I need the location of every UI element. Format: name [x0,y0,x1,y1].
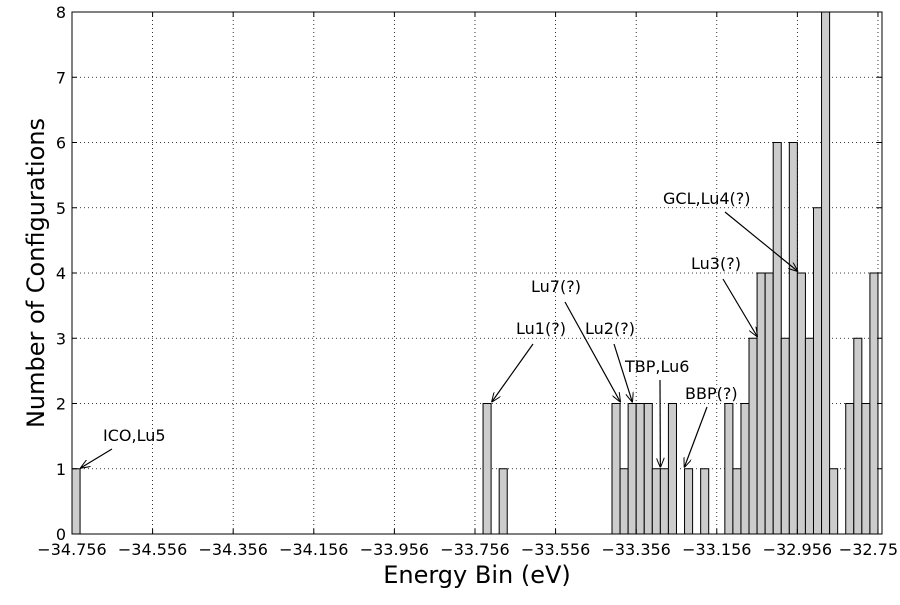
histogram-bar [72,469,80,534]
y-tick-label: 5 [56,199,66,218]
annotation-label: GCL,Lu4(?) [663,189,751,208]
histogram-bar [822,12,830,534]
histogram-bar [789,143,797,535]
histogram-bar [846,404,854,535]
x-tick-label: −32.956 [763,540,832,559]
histogram-bar [733,469,741,534]
histogram-bar [725,404,733,535]
annotation-arrow [492,344,533,402]
y-tick-label: 3 [56,329,66,348]
annotation-label: ICO,Lu5 [103,426,166,445]
y-tick-label: 2 [56,395,66,414]
histogram-bar [644,404,652,535]
y-axis-label: Number of Configurations [22,118,50,428]
histogram-bar [765,273,773,534]
y-tick-label: 1 [56,460,66,479]
annotation-arrow [685,407,707,467]
histogram-bar [870,273,878,534]
histogram-bar [660,469,668,534]
y-tick-label: 4 [56,264,66,283]
x-axis-label: Energy Bin (eV) [383,561,571,589]
y-tick-label: 0 [56,525,66,544]
x-tick-label: −33.556 [521,540,590,559]
histogram-bar [813,208,821,534]
histogram-bar [668,404,676,535]
annotation-arrow [81,449,112,468]
histogram-bar [652,469,660,534]
x-tick-label: −34.556 [118,540,187,559]
histogram-bar [701,469,709,534]
x-tick-label: −33.956 [360,540,429,559]
y-tick-label: 8 [56,3,66,22]
annotation-label: Lu3(?) [691,254,741,273]
annotation-label: Lu1(?) [516,319,566,338]
annotation-arrow [565,302,620,402]
histogram-bar [805,338,813,534]
histogram-bar [854,338,862,534]
y-tick-label: 6 [56,134,66,153]
annotation-label: TBP,Lu6 [624,357,689,376]
x-tick-label: −34.356 [198,540,267,559]
histogram-bar [620,469,628,534]
histogram-bar [862,404,870,535]
histogram-bar [773,143,781,535]
histogram-bar [612,404,620,535]
annotations: ICO,Lu5 Lu1(?) Lu7(?) Lu2(?) TBP,Lu6 BBP(?) Lu… [81,189,797,468]
histogram-bar [757,273,765,534]
histogram-bar [636,404,644,535]
x-tick-label: −33.756 [440,540,509,559]
histogram-bar [781,338,789,534]
x-tick-label: −33.156 [682,540,751,559]
histogram-bar [749,338,757,534]
x-tick-label: −33.356 [601,540,670,559]
annotation-label: Lu2(?) [585,319,635,338]
histogram-bar [741,404,749,535]
histogram-bar [499,469,507,534]
histogram-bar [797,273,805,534]
x-tick-label: −32.75 [839,540,898,559]
histogram-bar [483,404,491,535]
histogram-bar [830,469,838,534]
histogram-bar [628,404,636,535]
annotation-arrow [723,279,757,336]
x-tick-label: −34.156 [279,540,348,559]
annotation-label: Lu7(?) [531,277,581,296]
y-tick-label: 7 [56,68,66,87]
annotation-label: BBP(?) [685,384,738,403]
histogram-bar [685,469,693,534]
x-tick-label: −34.756 [37,540,106,559]
